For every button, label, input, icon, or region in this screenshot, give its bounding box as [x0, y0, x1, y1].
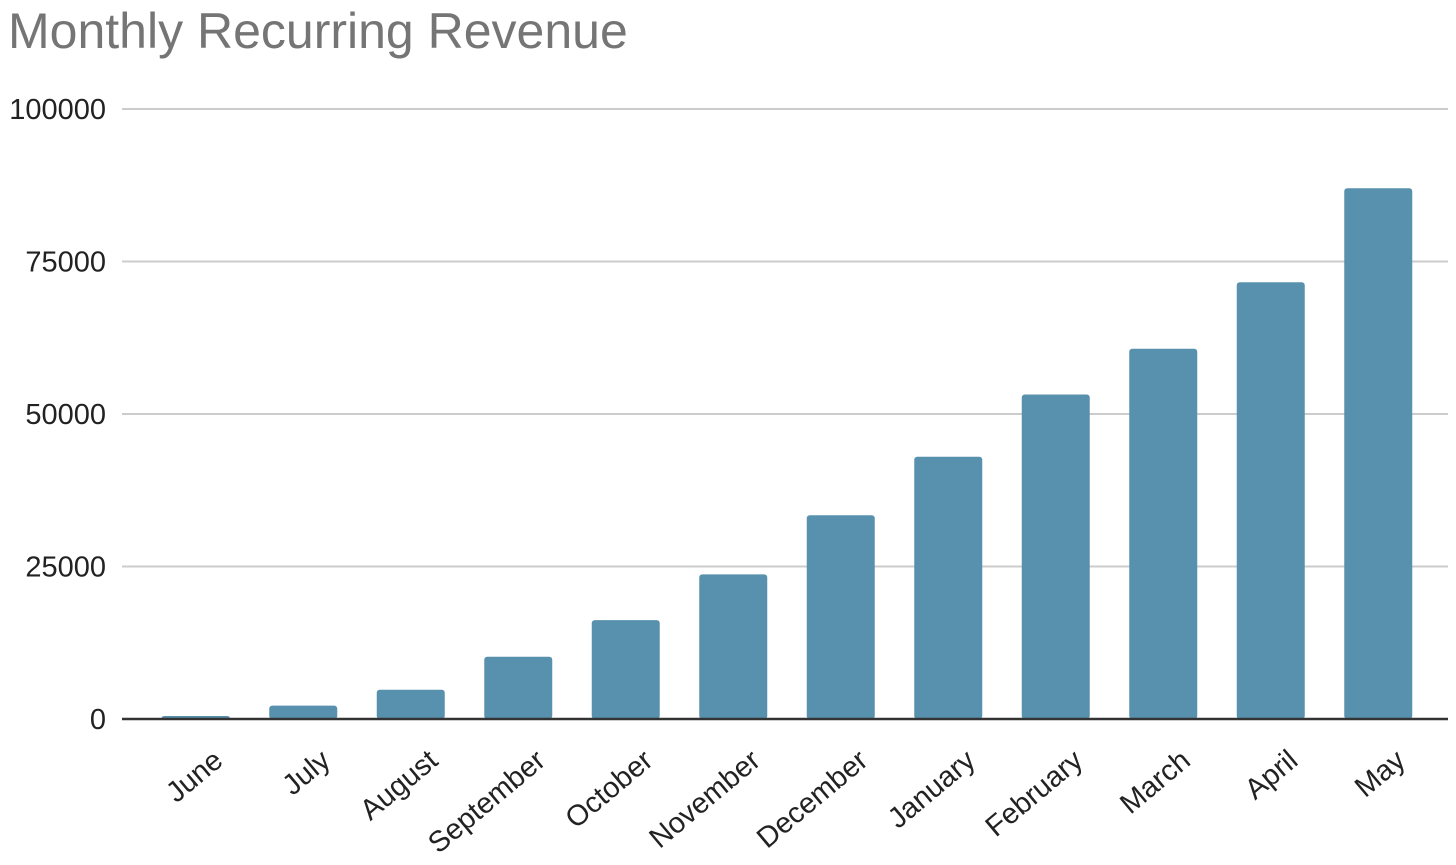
- bar: [269, 705, 338, 719]
- y-tick-label: 75000: [25, 247, 106, 279]
- y-tick-label: 100000: [9, 94, 106, 126]
- y-tick-label: 50000: [25, 399, 106, 431]
- x-tick-label: June: [160, 744, 229, 809]
- x-tick-label: September: [422, 744, 552, 860]
- x-tick-label: July: [277, 744, 337, 802]
- y-tick-label: 0: [90, 704, 106, 736]
- x-tick-label: August: [354, 744, 444, 827]
- bar: [1021, 394, 1090, 719]
- bar: [806, 515, 875, 719]
- chart-title: Monthly Recurring Revenue: [8, 3, 628, 59]
- x-tick-label: November: [644, 744, 767, 855]
- gridlines: [122, 108, 1448, 568]
- bar: [914, 456, 983, 719]
- x-tick-label: January: [882, 744, 982, 835]
- y-tick-label: 25000: [25, 552, 106, 584]
- x-tick-label: May: [1349, 744, 1412, 804]
- bar: [1236, 282, 1305, 719]
- x-tick-label: March: [1114, 744, 1196, 820]
- bars: [161, 188, 1413, 720]
- bar: [699, 574, 768, 719]
- x-tick-label: December: [751, 744, 874, 855]
- bar: [591, 620, 660, 719]
- x-tick-label: February: [980, 744, 1090, 843]
- x-tick-label: April: [1239, 744, 1304, 806]
- x-tick-label: October: [560, 744, 660, 835]
- bar: [1344, 188, 1413, 720]
- bar: [484, 656, 553, 719]
- y-axis-tick-labels: 0 25000 50000 75000 100000: [9, 94, 106, 736]
- bar: [376, 689, 445, 719]
- bar: [1129, 348, 1198, 719]
